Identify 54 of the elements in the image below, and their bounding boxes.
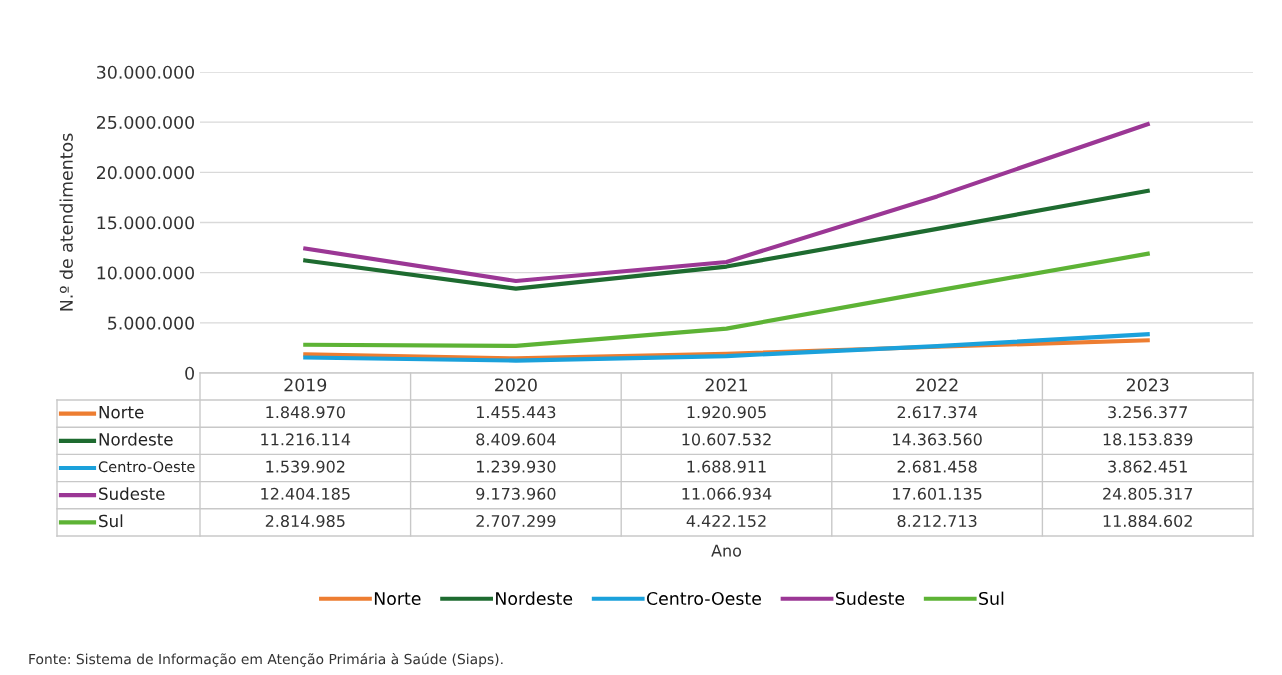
legend-label: Sudeste — [99, 487, 165, 501]
data-label: 11.066.934 — [682, 487, 772, 500]
text: Norte — [374, 592, 421, 606]
data-label: 1.920.905 — [687, 406, 766, 419]
y-tick-label: 10.000.000 — [97, 266, 194, 280]
data-label: 1.688.911 — [687, 460, 766, 473]
text: Sudeste — [835, 591, 905, 606]
data-label: 17.601.135 — [893, 487, 982, 500]
line-series — [303, 251, 1150, 348]
data-label: 3.862.451 — [1108, 460, 1187, 473]
data-label: 9.173.960 — [476, 487, 556, 500]
data-label: 11.216.114 — [261, 433, 351, 446]
data-label: 8.212.713 — [897, 514, 977, 528]
y-tick-label: 25.000.000 — [97, 115, 194, 130]
legend-label: Sul — [979, 591, 1004, 606]
line-series — [303, 332, 1150, 363]
data-label: 10.607.532 — [682, 433, 771, 446]
x-tick-label: 2020 — [495, 378, 537, 392]
data-label: 18.153.839 — [1103, 433, 1193, 446]
data-label: 14.363.560 — [893, 433, 982, 446]
legend-label: Norte — [99, 406, 144, 419]
text: Centro-Oeste — [646, 591, 761, 606]
data-label: 1.848.970 — [266, 406, 345, 419]
y-tick-label: 30.000.000 — [97, 65, 194, 79]
data-label: 11.884.602 — [1103, 514, 1192, 528]
data-label: 1.239.930 — [477, 460, 556, 473]
data-label: 3.256.377 — [1108, 406, 1187, 419]
data-label: 2.617.374 — [897, 406, 977, 419]
data-label: 8.409.604 — [476, 433, 556, 446]
x-tick-label: 2022 — [916, 378, 958, 392]
y-axis-title: N.º de atendimentos — [59, 133, 73, 311]
data-label: 1.455.443 — [477, 406, 556, 419]
y-tick-label: 5.000.000 — [108, 316, 194, 330]
x-tick-label: 2021 — [705, 378, 747, 392]
y-tick-label: 0 — [185, 366, 194, 380]
legend-label: Nordeste — [99, 432, 173, 446]
data-label: 2.814.985 — [265, 514, 345, 528]
line-series — [303, 122, 1150, 284]
source-note: Fonte: Sistema de Informação em Atenção Primária à Saúde (Siaps). — [29, 653, 503, 667]
data-label: 24.805.317 — [1103, 487, 1193, 500]
text: Ano — [711, 544, 742, 557]
data-label: 2.681.458 — [897, 460, 977, 473]
data-label: 4.422.152 — [686, 514, 766, 528]
text: Nordeste — [496, 591, 573, 606]
text: Sul — [99, 514, 123, 528]
data-label: 12.404.185 — [261, 487, 350, 500]
y-tick-label: 20.000.000 — [97, 166, 194, 180]
x-tick-label: 2023 — [1126, 378, 1169, 392]
y-tick-label: 15.000.000 — [97, 216, 194, 230]
data-label: 2.707.299 — [476, 514, 556, 528]
data-label: 1.539.902 — [266, 460, 345, 473]
legend-label: Centro-Oeste — [98, 461, 195, 473]
x-tick-label: 2019 — [284, 378, 327, 392]
line-series — [303, 188, 1150, 291]
